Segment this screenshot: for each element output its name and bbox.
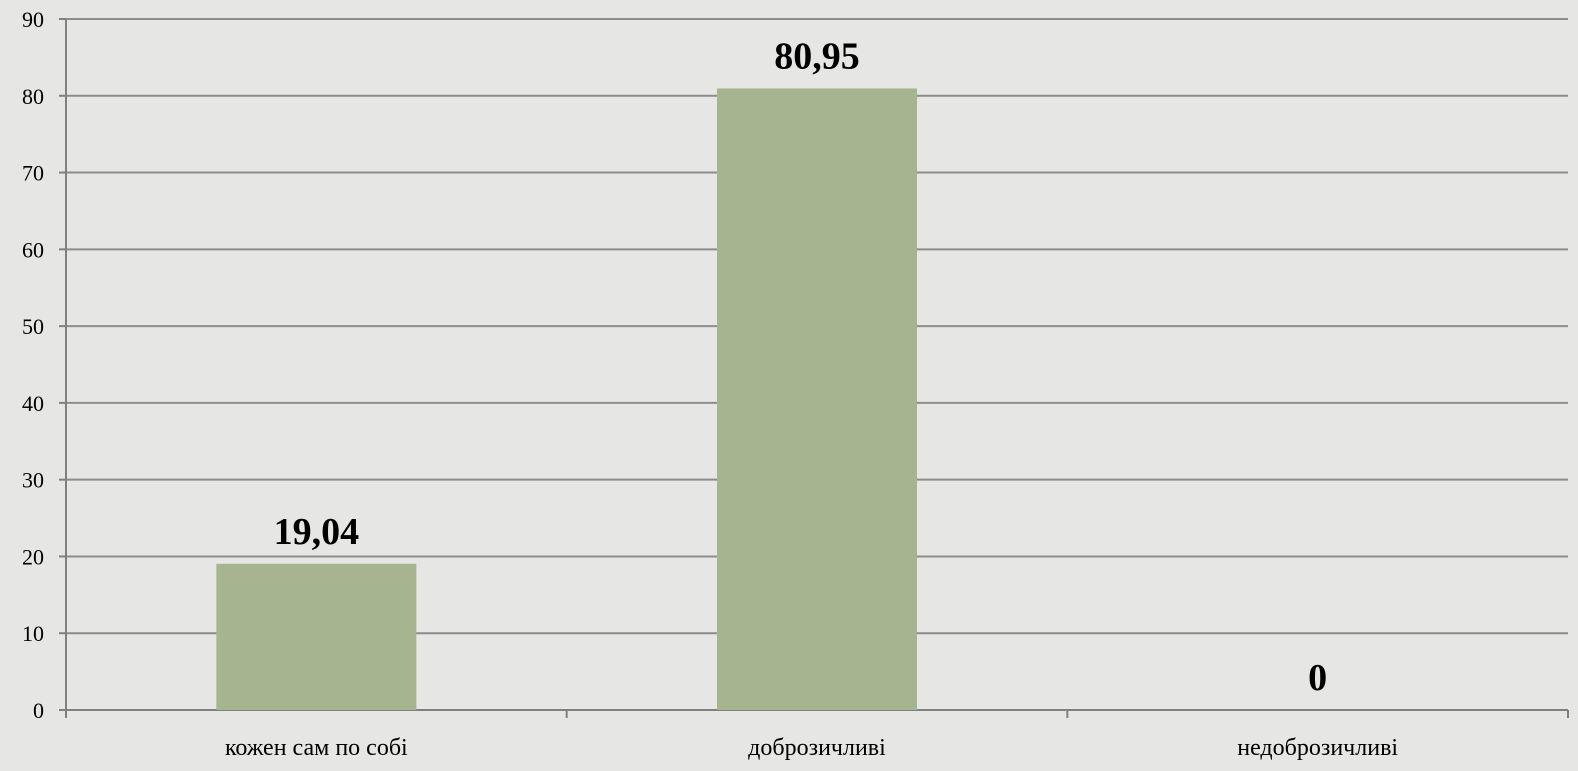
bar-1 (216, 563, 417, 710)
bar-2 (717, 88, 917, 710)
data-labels: 19,04 80,95 0 (274, 35, 1328, 699)
y-tick-label: 20 (22, 544, 44, 569)
y-tick-label: 90 (22, 7, 44, 32)
data-label-1: 19,04 (274, 511, 360, 553)
y-tick-label: 70 (22, 161, 44, 186)
data-label-3: 0 (1308, 657, 1327, 699)
y-tick-label: 80 (22, 84, 44, 109)
bars (216, 88, 917, 710)
y-tick-label: 10 (22, 621, 44, 646)
y-tick-label: 0 (33, 698, 44, 723)
y-tick-labels: 0 10 20 30 40 50 60 70 80 90 (22, 7, 44, 723)
x-category-label-1: кожен сам по собі (225, 735, 408, 761)
x-category-label-2: доброзичливі (748, 735, 886, 761)
x-category-label-3: недоброзичливі (1237, 735, 1398, 761)
y-tick-label: 50 (22, 314, 44, 339)
y-tick-label: 30 (22, 468, 44, 493)
data-label-2: 80,95 (774, 35, 860, 77)
y-tick-label: 40 (22, 391, 44, 416)
x-category-labels: кожен сам по собі доброзичливі недоброзичл… (225, 735, 1398, 761)
y-tick-label: 60 (22, 237, 44, 262)
